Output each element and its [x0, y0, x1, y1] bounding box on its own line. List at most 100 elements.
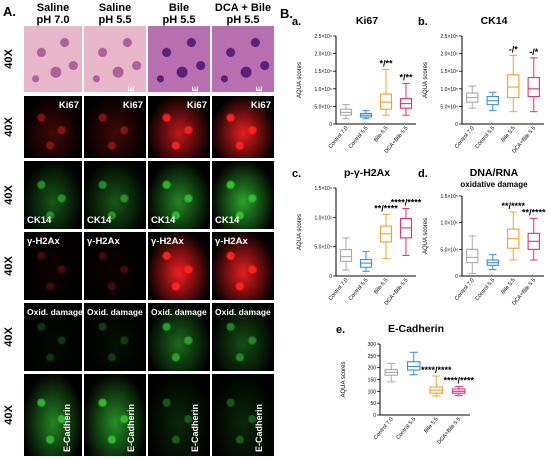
micrograph-tile: Oxid. damage [148, 303, 210, 371]
column-header-1: Saline pH 7.0 [18, 2, 88, 26]
column-header-line1: Saline [98, 2, 132, 14]
y-tick-label: 50 [370, 401, 376, 407]
box-4 [527, 217, 540, 261]
chart-letter: a. [292, 16, 302, 28]
y-tick-label: 1.5×10⁵ [314, 186, 332, 192]
box-3 [507, 211, 520, 261]
y-tick-label: 250 [368, 354, 377, 360]
x-category-label: Bile 5.5 [500, 125, 516, 143]
x-category-label: Control 5.5 [348, 277, 370, 301]
micrograph-tile: H&E [212, 26, 274, 92]
micrograph-tile: E-Cadherin [212, 374, 274, 456]
x-category-label: Control 7.0 [454, 125, 476, 149]
magnification-label: 40X [3, 256, 15, 276]
tile-stain-label: γ-H2Ax [27, 236, 60, 247]
tile-stain-label: H&E [191, 86, 200, 92]
column-header-line2: pH 5.5 [98, 14, 132, 26]
y-tick-label: 2.0×10⁵ [440, 52, 458, 58]
significance-label: */** [379, 58, 393, 68]
chart-title: CK14 [438, 16, 550, 27]
micrograph-tile: CK14 [148, 161, 210, 229]
box-2 [359, 110, 373, 120]
chart-title-text: E-Cadherin [387, 323, 444, 335]
box-1 [339, 237, 353, 271]
y-axis-label: AQUA scores [297, 214, 303, 250]
y-tick-label: 0 [329, 122, 332, 128]
chart-letter: d. [418, 168, 428, 180]
y-tick-label: 0 [455, 274, 458, 280]
tile-stain-label: Ki67 [122, 100, 143, 111]
y-axis-label: AQUA scores [297, 62, 303, 98]
box-plot-d: d. DNA/RNA oxidative damage AQUA scores 0 5.0… [418, 160, 550, 320]
box-plot-a: a. Ki67 AQUA scores 0 5.0×10⁴ 1.0×10⁵ 1.5×10⁵ 2… [292, 8, 422, 168]
tile-stain-label: E-Cadherin [254, 403, 264, 452]
y-tick-label: 1.0×10⁵ [314, 215, 332, 221]
x-category-label: Control 7.0 [454, 277, 476, 301]
micrograph-tile: H&E [84, 26, 146, 92]
y-tick-label: 1.5×10⁵ [314, 69, 332, 75]
tile-stain-label: γ-H2Ax [151, 236, 184, 247]
chart-letter: b. [418, 16, 428, 28]
tile-stain-label: CK14 [27, 215, 52, 226]
micrograph-tile: Ki67 [24, 96, 82, 158]
box-1 [384, 362, 398, 383]
box-4 [399, 83, 413, 116]
column-header-line2: pH 5.5 [226, 14, 260, 26]
significance-label: -/* [509, 44, 518, 54]
y-tick-label: 300 [368, 342, 377, 348]
box-3 [379, 213, 393, 259]
chart-title-text: p-γ-H2Ax [343, 167, 391, 179]
tile-stain-label: Oxid. damage [151, 307, 207, 317]
micrograph-tile: γ-H2Ax [24, 232, 82, 300]
chart-letter: e. [336, 324, 346, 336]
y-tick-label: 100 [368, 389, 377, 395]
panel-a-letter: A. [3, 4, 16, 19]
box-iqr [466, 248, 479, 264]
column-header-4: DCA + Bile pH 5.5 [206, 2, 280, 26]
magnification-label: 40X [3, 327, 15, 347]
box-2 [486, 91, 499, 112]
chart-title-text: DNA/RNA [469, 167, 519, 179]
micrograph-tile: Oxid. damage [24, 303, 82, 371]
y-tick-label: 150 [368, 378, 377, 384]
significance-label: **/**** [374, 203, 398, 213]
chart-svg: AQUA scores 0 5.0×10⁴ 1.0×10⁵ 1.5×10⁵ 2.0×10⁵… [297, 34, 416, 155]
column-header-line1: Saline [36, 2, 70, 14]
y-tick-label: 1.0×10⁵ [314, 87, 332, 93]
box-4 [527, 57, 540, 113]
significance-label: **/**** [522, 207, 546, 217]
chart-title: Ki67 [312, 16, 422, 27]
significance-label: ****/**** [421, 365, 452, 375]
x-category-label: Control 7.0 [328, 277, 350, 301]
significance-label: **/**** [501, 201, 525, 211]
y-tick-label: 1.0×10⁵ [440, 87, 458, 93]
chart-title-text: Ki67 [355, 15, 379, 27]
chart-svg: AQUA scores 0 5.0×10⁴ 1.0×10⁵ 1.5×10⁵ Control… [423, 194, 546, 307]
y-tick-label: 200 [368, 366, 377, 372]
tile-stain-label: H&E [127, 86, 136, 92]
tile-stain-label: Ki67 [58, 100, 79, 111]
box-1 [466, 85, 479, 109]
micrograph-tile: CK14 [212, 161, 274, 229]
x-category-label: Bile 5.5 [423, 416, 439, 434]
x-category-label: Control 5.5 [395, 416, 417, 440]
significance-label: -/* [529, 47, 538, 57]
box-1 [466, 235, 479, 274]
x-category-label: Control 7.0 [328, 125, 350, 149]
box-3 [429, 375, 443, 397]
y-tick-label: 0 [455, 122, 458, 128]
magnification-label: 40X [3, 117, 15, 137]
chart-title: p-γ-H2Ax [312, 168, 422, 179]
micrograph-tile: E-Cadherin [148, 374, 210, 456]
micrograph-tile: Oxid. damage [84, 303, 146, 371]
box-3 [379, 68, 393, 116]
y-axis-label: AQUA scores [341, 361, 347, 397]
y-tick-label: 5.0×10⁴ [314, 245, 332, 251]
significance-label: ****/**** [443, 376, 474, 386]
y-tick-label: 2.5×10⁵ [440, 34, 458, 40]
chart-letter: c. [292, 168, 302, 180]
column-header-line2: pH 5.5 [162, 14, 196, 26]
y-tick-label: 1.5×10⁵ [440, 69, 458, 75]
column-header-line2: pH 7.0 [36, 14, 70, 26]
micrograph-tile: γ-H2Ax [84, 232, 146, 300]
